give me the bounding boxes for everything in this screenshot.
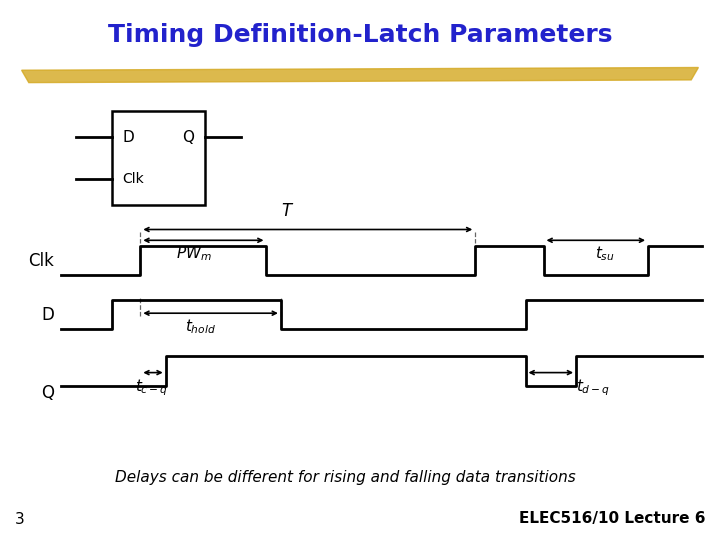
Text: Q: Q [182, 130, 194, 145]
Text: ELEC516/10 Lecture 6: ELEC516/10 Lecture 6 [519, 511, 706, 526]
Text: $t_{d-q}$: $t_{d-q}$ [576, 377, 611, 397]
Text: Q: Q [41, 384, 54, 402]
Text: D: D [122, 130, 134, 145]
Polygon shape [22, 68, 698, 83]
Text: $t_{hold}$: $t_{hold}$ [184, 318, 216, 336]
Text: Clk: Clk [28, 252, 54, 269]
Text: D: D [41, 306, 54, 323]
Text: $t_{su}$: $t_{su}$ [595, 245, 615, 264]
Bar [112, 111, 205, 205]
Text: Timing Definition-Latch Parameters: Timing Definition-Latch Parameters [108, 23, 612, 47]
Text: Delays can be different for rising and falling data transitions: Delays can be different for rising and f… [115, 470, 576, 485]
Text: 3: 3 [14, 511, 24, 526]
Text: $T$: $T$ [282, 202, 294, 220]
Text: $t_{c-q}$: $t_{c-q}$ [135, 377, 168, 397]
Text: $PW_m$: $PW_m$ [176, 245, 212, 264]
Text: Clk: Clk [122, 172, 144, 186]
